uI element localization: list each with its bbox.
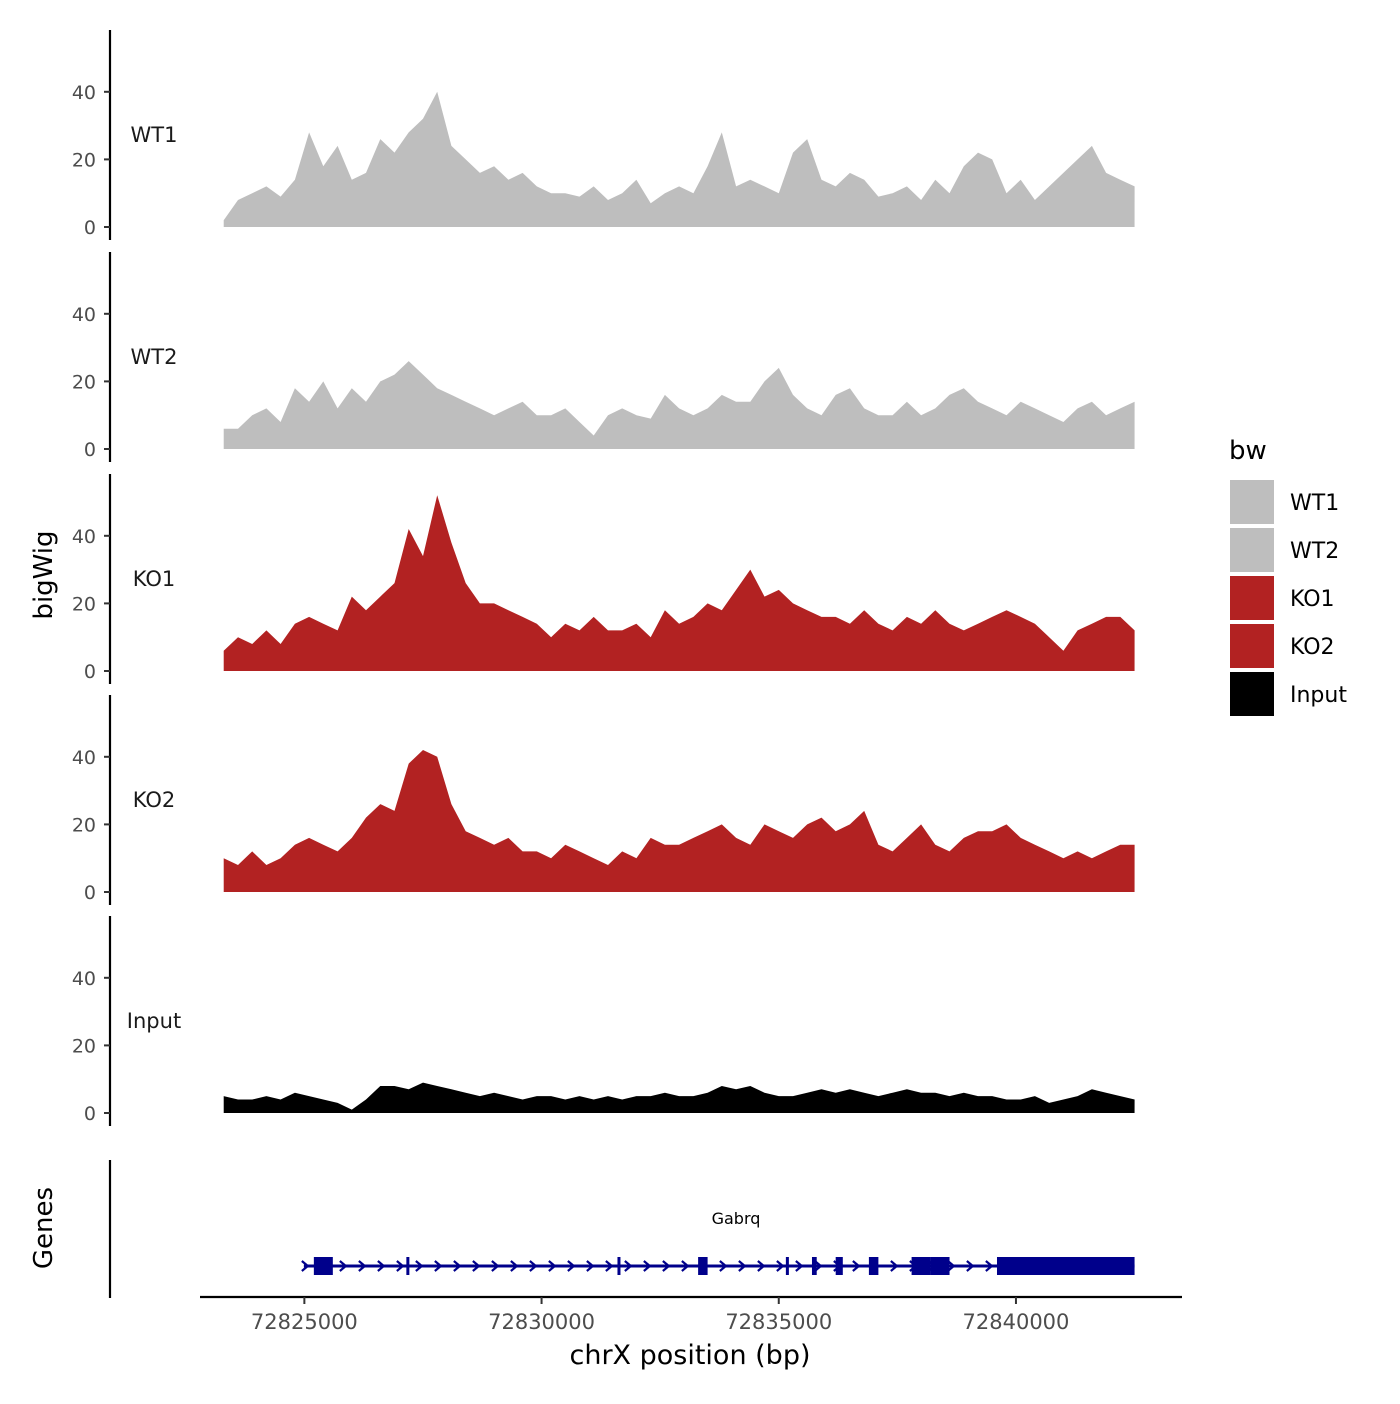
area-ko1 <box>223 495 1135 671</box>
exon-4 <box>785 1257 789 1275</box>
y-axis-title: bigWig <box>29 530 59 619</box>
strand-arrow-26 <box>795 1260 804 1272</box>
strand-arrow-19 <box>662 1260 671 1272</box>
y-tick-label-wt1-40: 40 <box>72 82 96 104</box>
exon-5 <box>811 1257 817 1275</box>
exon-9 <box>930 1257 950 1275</box>
strand-arrow-22 <box>719 1260 728 1272</box>
strand-arrow-35 <box>966 1260 975 1272</box>
x-tick-label-72840000: 72840000 <box>963 1310 1070 1334</box>
strand-arrow-5 <box>396 1260 405 1272</box>
y-tick-label-wt2-40: 40 <box>72 304 96 326</box>
legend-key-ko2 <box>1230 624 1274 668</box>
strand-arrow-8 <box>453 1260 462 1272</box>
strand-arrow-27 <box>814 1260 823 1272</box>
legend-key-ko1 <box>1230 576 1274 620</box>
strand-arrow-31 <box>890 1260 899 1272</box>
area-ko2 <box>223 750 1135 892</box>
strand-arrow-3 <box>358 1260 367 1272</box>
legend-label-input: Input <box>1290 683 1347 708</box>
area-wt1 <box>223 91 1135 227</box>
x-axis-title: chrX position (bp) <box>569 1340 810 1371</box>
strand-arrow-15 <box>586 1260 595 1272</box>
exon-7 <box>868 1257 879 1275</box>
exon-6 <box>835 1257 843 1275</box>
legend-label-wt1: WT1 <box>1290 491 1339 516</box>
area-wt2 <box>223 361 1135 449</box>
y-tick-label-wt2-20: 20 <box>72 371 96 393</box>
strand-arrow-7 <box>434 1260 443 1272</box>
y-tick-label-input-0: 0 <box>84 1103 96 1125</box>
exon-10 <box>996 1257 1135 1275</box>
y-tick-label-input-40: 40 <box>72 968 96 990</box>
x-tick-label-72835000: 72835000 <box>725 1310 832 1334</box>
strand-arrow-11 <box>510 1260 519 1272</box>
genes-panel-label: Genes <box>29 1187 59 1269</box>
legend-key-wt1 <box>1230 480 1274 524</box>
strand-arrow-9 <box>472 1260 481 1272</box>
legend-label-wt2: WT2 <box>1290 539 1339 564</box>
x-tick-label-72825000: 72825000 <box>251 1310 358 1334</box>
strand-arrow-2 <box>339 1260 348 1272</box>
y-tick-label-ko1-20: 20 <box>72 593 96 615</box>
strand-arrow-24 <box>757 1260 766 1272</box>
legend-title: bw <box>1229 436 1267 466</box>
exon-2 <box>617 1257 621 1275</box>
strand-arrow-14 <box>567 1260 576 1272</box>
strand-arrow-29 <box>852 1260 861 1272</box>
exon-8 <box>911 1257 931 1275</box>
legend-key-wt2 <box>1230 528 1274 572</box>
gene-name-label: Gabrq <box>712 1209 761 1228</box>
exon-0 <box>313 1257 333 1275</box>
track-label-wt1: WT1 <box>131 123 178 147</box>
area-input <box>223 1082 1135 1113</box>
strand-arrow-16 <box>605 1260 614 1272</box>
legend-key-input <box>1230 672 1274 716</box>
y-tick-label-wt1-0: 0 <box>84 217 96 239</box>
strand-arrow-0 <box>301 1260 310 1272</box>
strand-arrow-13 <box>548 1260 557 1272</box>
y-tick-label-ko1-40: 40 <box>72 526 96 548</box>
exon-3 <box>698 1257 708 1275</box>
strand-arrow-20 <box>681 1260 690 1272</box>
x-tick-label-72830000: 72830000 <box>488 1310 595 1334</box>
strand-arrow-18 <box>643 1260 652 1272</box>
track-label-ko2: KO2 <box>133 788 176 812</box>
strand-arrow-4 <box>377 1260 386 1272</box>
strand-arrow-25 <box>776 1260 785 1272</box>
strand-arrow-12 <box>529 1260 538 1272</box>
legend-label-ko1: KO1 <box>1290 587 1335 612</box>
y-tick-label-ko2-40: 40 <box>72 747 96 769</box>
strand-arrow-6 <box>415 1260 424 1272</box>
track-label-ko1: KO1 <box>133 567 176 591</box>
legend-label-ko2: KO2 <box>1290 635 1335 660</box>
y-tick-label-input-20: 20 <box>72 1035 96 1057</box>
strand-arrow-34 <box>947 1260 956 1272</box>
y-tick-label-ko2-20: 20 <box>72 814 96 836</box>
strand-arrow-17 <box>624 1260 633 1272</box>
y-tick-label-wt2-0: 0 <box>84 439 96 461</box>
strand-arrow-23 <box>738 1260 747 1272</box>
strand-arrow-36 <box>985 1260 994 1272</box>
exon-1 <box>406 1257 410 1275</box>
y-tick-label-ko1-0: 0 <box>84 661 96 683</box>
track-label-wt2: WT2 <box>131 345 178 369</box>
y-tick-label-ko2-0: 0 <box>84 882 96 904</box>
y-tick-label-wt1-20: 20 <box>72 149 96 171</box>
track-label-input: Input <box>127 1009 181 1033</box>
strand-arrow-10 <box>491 1260 500 1272</box>
